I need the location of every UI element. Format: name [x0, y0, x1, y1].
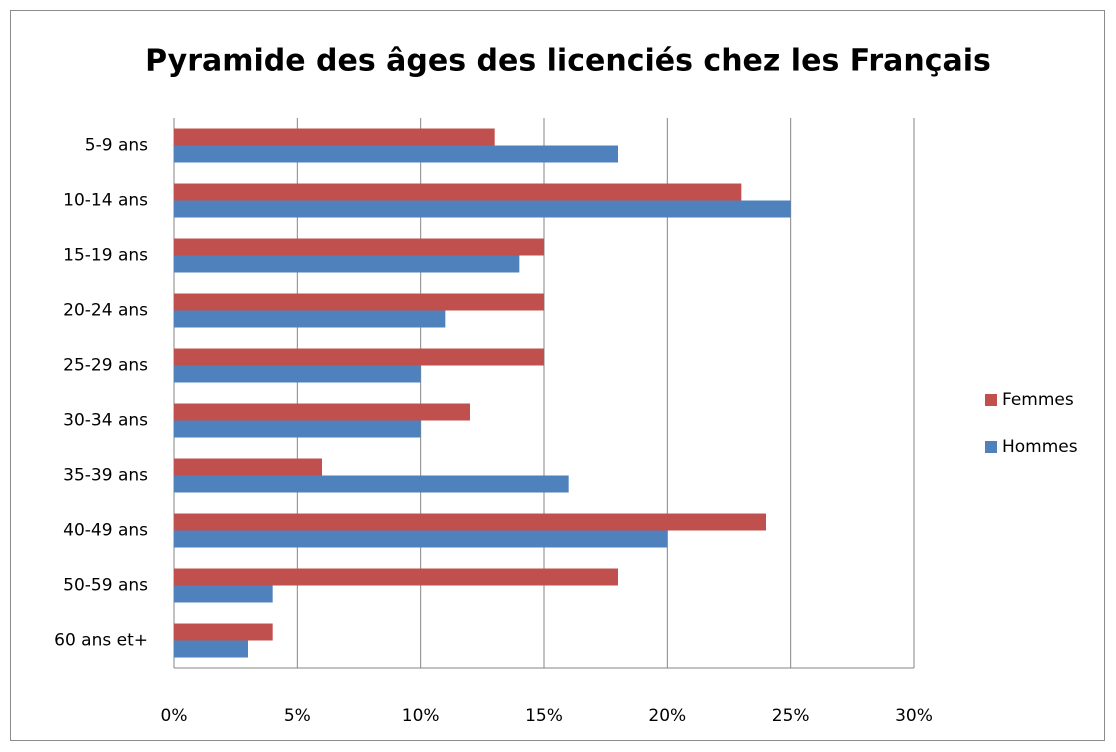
bar — [174, 128, 495, 146]
bar — [174, 640, 248, 658]
bar — [174, 623, 273, 641]
y-tick-label: 30-34 ans — [63, 411, 148, 431]
bar — [174, 145, 618, 163]
x-tick-label: 15% — [525, 706, 563, 726]
legend-swatch — [985, 394, 997, 406]
bar — [174, 458, 322, 476]
bar — [174, 348, 544, 366]
y-tick-label: 50-59 ans — [63, 576, 148, 596]
x-tick-label: 30% — [895, 706, 933, 726]
chart-title: Pyramide des âges des licenciés chez les… — [145, 44, 991, 79]
y-tick-label: 60 ans et+ — [54, 631, 148, 651]
bar — [174, 255, 520, 273]
y-tick-label: 40-49 ans — [63, 521, 148, 541]
bar — [174, 310, 446, 328]
legend-label: Femmes — [1002, 390, 1074, 410]
y-tick-label: 5-9 ans — [85, 136, 148, 156]
x-tick-label: 20% — [648, 706, 686, 726]
y-tick-label: 15-19 ans — [63, 246, 148, 266]
bar — [174, 365, 421, 383]
x-tick-label: 25% — [772, 706, 810, 726]
x-tick-label: 5% — [284, 706, 311, 726]
legend-label: Hommes — [1002, 437, 1078, 457]
y-tick-label: 10-14 ans — [63, 191, 148, 211]
x-tick-label: 0% — [161, 706, 188, 726]
bar — [174, 585, 273, 603]
bar — [174, 403, 470, 421]
y-tick-label: 25-29 ans — [63, 356, 148, 376]
legend-swatch — [985, 441, 997, 453]
bar — [174, 420, 421, 438]
bar — [174, 183, 742, 201]
bar — [174, 475, 569, 493]
bar — [174, 238, 544, 256]
bar — [174, 513, 766, 531]
bar — [174, 530, 668, 548]
bar — [174, 568, 618, 586]
x-tick-label: 10% — [402, 706, 440, 726]
y-tick-label: 35-39 ans — [63, 466, 148, 486]
bar — [174, 200, 791, 218]
bar — [174, 293, 544, 311]
y-tick-label: 20-24 ans — [63, 301, 148, 321]
